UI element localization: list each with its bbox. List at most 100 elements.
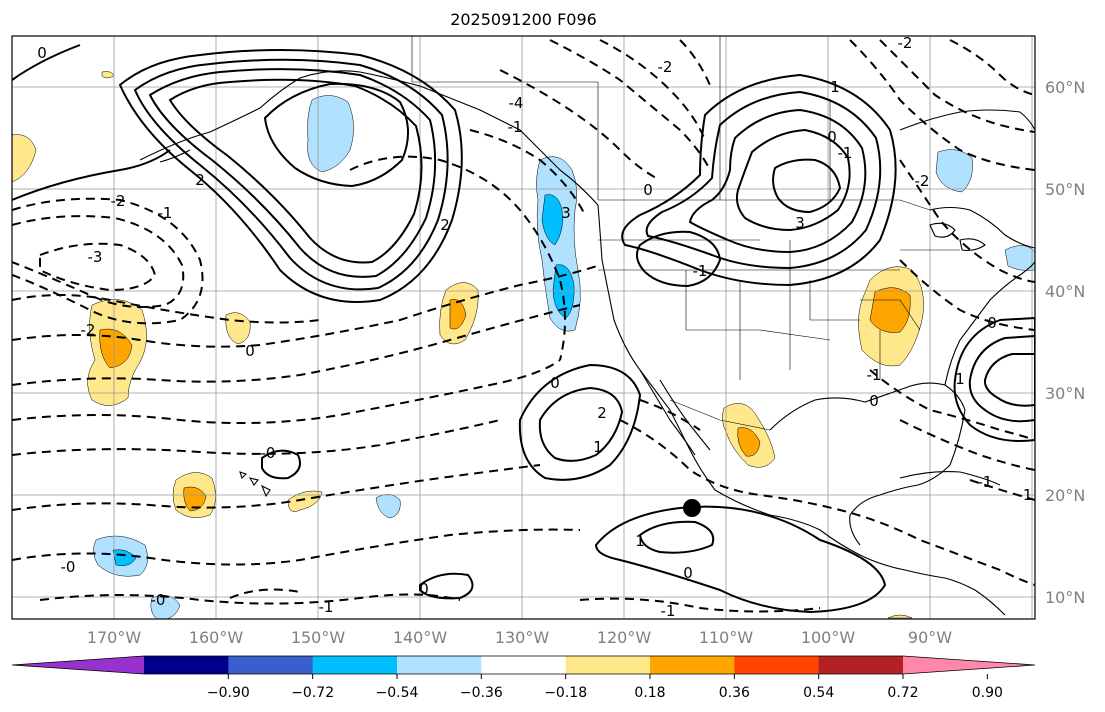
- latitude-labels: 60°N 50°N 40°N 30°N 20°N 10°N: [1045, 78, 1085, 607]
- lat-label: 20°N: [1045, 486, 1085, 505]
- shade-positive-bottomright: [887, 614, 913, 619]
- shade-negative-small: [375, 494, 401, 519]
- colorbar-tick-label: −0.36: [460, 685, 503, 701]
- shade-negative-alaska: [307, 95, 354, 173]
- lon-label: 110°W: [699, 628, 754, 647]
- contour-label: -2: [81, 321, 96, 339]
- lat-label: 10°N: [1045, 588, 1085, 607]
- colorbar-tick-label: 0.72: [887, 685, 918, 701]
- colorbar-extend-high: [903, 656, 1035, 674]
- colorbar-segment: [818, 656, 904, 674]
- map-border: [11, 35, 1036, 620]
- contour-label: -2: [658, 58, 673, 76]
- colorbar-segment: [650, 656, 735, 674]
- shade-negative-westcoast-inner1: [541, 194, 563, 246]
- colorbar-segment: [734, 656, 820, 674]
- contour-label: 2: [440, 216, 450, 234]
- lat-label: 60°N: [1045, 78, 1085, 97]
- shade-positive-140w-core: [449, 299, 467, 330]
- colorbar-tick-label: −0.18: [544, 685, 587, 701]
- shade-negative-bottom: [150, 594, 181, 619]
- contour-label: -0: [61, 558, 76, 576]
- colorbar-tick-label: −0.72: [291, 685, 334, 701]
- colorbar-segment: [481, 656, 567, 674]
- contour-label: 1: [955, 370, 965, 388]
- colorbar-segment: [397, 656, 482, 674]
- colorbar-segment: [565, 656, 651, 674]
- shade-positive-mexico-core: [737, 427, 761, 457]
- contour-label: -1: [508, 118, 523, 136]
- contour-label: -1: [1018, 486, 1033, 504]
- storm-center-marker: [683, 499, 701, 517]
- longitude-labels: 170°W 160°W 150°W 140°W 130°W 120°W 110°…: [87, 628, 952, 647]
- colorbar-segment: [144, 656, 229, 674]
- contour-label: -3: [88, 248, 103, 266]
- contour-label: 0: [827, 128, 837, 146]
- coastlines: [139, 70, 1035, 616]
- contour-label: 1: [593, 438, 603, 456]
- contour-label: 2: [195, 171, 205, 189]
- colorbar-outline: [11, 655, 1036, 675]
- contour-label: 0: [245, 342, 255, 360]
- lat-label: 30°N: [1045, 384, 1085, 403]
- colorbar-tick-label: 0.18: [634, 685, 665, 701]
- shade-positive-topleft: [12, 134, 37, 183]
- contour-label: -2: [111, 192, 126, 210]
- contour-label: 0: [37, 44, 47, 62]
- shade-positive-midwest-core: [869, 287, 911, 333]
- contour-label: -0: [151, 591, 166, 609]
- lon-label: 100°W: [801, 628, 856, 647]
- lat-label: 50°N: [1045, 180, 1085, 199]
- contour-label: 3: [561, 204, 571, 222]
- contour-label: -1: [661, 602, 676, 620]
- contour-label: -2: [915, 172, 930, 190]
- shade-positive-170w-core: [99, 328, 133, 369]
- colorbar-tick-label: 0.90: [972, 685, 1003, 701]
- lon-label: 120°W: [597, 628, 652, 647]
- contour-label: 0: [550, 374, 560, 392]
- colorbar-tick-label: −0.90: [207, 685, 250, 701]
- shade-positive-south: [287, 490, 323, 512]
- contour-label: -1: [978, 473, 993, 491]
- colorbar-tick-label: 0.36: [719, 685, 750, 701]
- contour-label: 1: [830, 78, 840, 96]
- colorbar-tick-label: 0.54: [803, 685, 834, 701]
- contour-label: -0: [261, 444, 276, 462]
- contour-label: 3: [795, 214, 805, 232]
- contour-label: 0: [643, 181, 653, 199]
- colorbar-segment: [228, 656, 314, 674]
- lon-label: 160°W: [189, 628, 244, 647]
- lat-label: 40°N: [1045, 282, 1085, 301]
- shade-negative-northeast: [1004, 245, 1035, 271]
- contour-label: 0: [987, 314, 997, 332]
- contour-label: 0: [869, 392, 879, 410]
- contour-label: 2: [597, 404, 607, 422]
- contour-label: -1: [867, 366, 882, 384]
- contour-label: -1: [693, 262, 708, 280]
- contour-labels: 0 2 -2 -1 -3 -2 0 2 -4 3 -2 3 0 1 2 1 0 …: [37, 34, 1033, 620]
- colorbar-segment: [312, 656, 398, 674]
- contour-label: -1: [838, 144, 853, 162]
- contour-label: -1: [158, 204, 173, 222]
- contour-label: 1: [635, 532, 645, 550]
- map-title: 2025091200 F096: [450, 10, 597, 29]
- shade-positive-150w: [225, 312, 251, 345]
- borders: [411, 36, 960, 431]
- lon-label: 140°W: [393, 628, 448, 647]
- colorbar-tick-label: −0.54: [376, 685, 419, 701]
- contour-label: 0: [419, 580, 429, 598]
- lon-label: 130°W: [495, 628, 550, 647]
- contour-label: -1: [319, 598, 334, 616]
- lon-label: 170°W: [87, 628, 142, 647]
- shade-positive-hawaii-core: [183, 486, 207, 512]
- contour-label: -2: [898, 34, 913, 52]
- shade-negative-east: [935, 149, 973, 193]
- contour-label: -4: [509, 94, 524, 112]
- lon-label: 90°W: [908, 628, 952, 647]
- colorbar: −0.90 −0.72 −0.54 −0.36 −0.18 0.18 0.36 0.54 0.7…: [11, 655, 1036, 701]
- contours-negative: [12, 39, 1035, 613]
- lon-label: 150°W: [291, 628, 346, 647]
- contour-label: 0: [683, 564, 693, 582]
- colorbar-extend-low: [12, 656, 144, 674]
